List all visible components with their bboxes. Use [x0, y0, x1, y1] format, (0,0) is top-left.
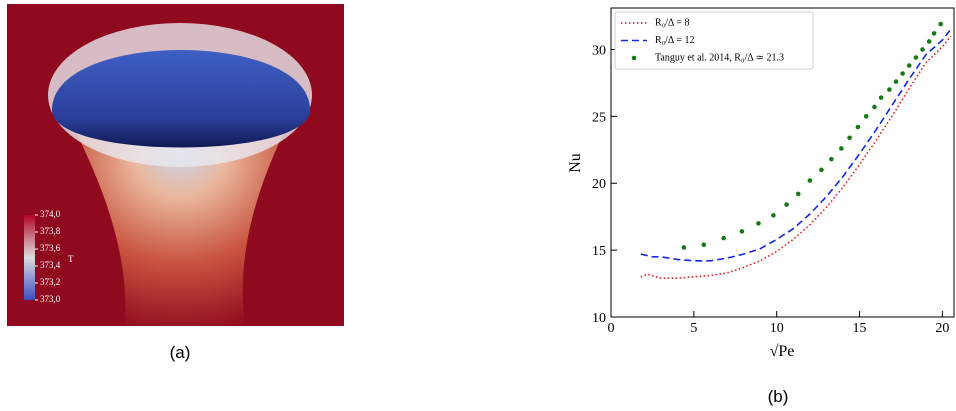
x-tick-label: 5	[690, 321, 697, 336]
data-point	[808, 178, 813, 183]
data-point	[914, 55, 919, 60]
colorbar	[24, 215, 35, 300]
data-point	[756, 221, 761, 226]
data-point	[864, 114, 869, 119]
y-tick-label: 30	[592, 43, 606, 58]
data-point	[701, 242, 706, 247]
colorbar-tick-label: 373,4	[40, 260, 61, 270]
colorbar-tick-label: 373,6	[40, 243, 61, 253]
data-point	[771, 213, 776, 218]
x-tick-label: 0	[608, 321, 615, 336]
data-point	[796, 192, 801, 197]
colorbar-label: T	[68, 254, 74, 264]
data-point	[920, 47, 925, 52]
data-point	[784, 202, 789, 207]
data-point	[932, 31, 937, 36]
data-point	[907, 63, 912, 68]
y-tick-label: 25	[592, 110, 606, 125]
legend-label: R₀/Δ = 12	[655, 35, 694, 46]
data-point	[847, 135, 852, 140]
data-point	[872, 105, 877, 110]
colorbar-tick-label: 374,0	[40, 209, 61, 219]
data-point	[900, 71, 905, 76]
x-tick-label: 15	[853, 321, 867, 336]
colorbar-tick-label: 373,8	[40, 226, 61, 236]
page: { "panel_a": { "caption": "(a)", "colorb…	[0, 0, 956, 411]
data-point	[927, 39, 932, 44]
data-point	[938, 22, 943, 27]
colorbar-tick-label: 373,2	[40, 277, 60, 287]
data-point	[682, 245, 687, 250]
x-axis-label: √Pe	[770, 343, 795, 360]
data-point	[740, 229, 745, 234]
data-point	[819, 168, 824, 173]
y-tick-label: 15	[592, 244, 606, 259]
legend-marker	[632, 56, 637, 61]
y-tick-label: 20	[592, 177, 606, 192]
data-point	[856, 125, 861, 130]
y-axis-label: Nu	[567, 153, 584, 173]
x-tick-label: 10	[770, 321, 784, 336]
y-tick-label: 10	[592, 311, 606, 326]
figure: T (a) (b) √Pe Nu 374,0 373,8 373,6 373,4 373…	[0, 0, 956, 411]
caption: (a)	[170, 343, 191, 362]
data-point	[721, 236, 726, 241]
data-point	[829, 157, 834, 162]
x-tick-label: 20	[935, 321, 949, 336]
colorbar-tick-label: 373,0	[40, 294, 61, 304]
caption: (b)	[768, 387, 789, 406]
data-point	[879, 95, 884, 100]
legend-label: Tanguy et al. 2014, R₀/Δ ≃ 21.3	[655, 52, 784, 63]
legend-label: R₀/Δ = 8	[655, 17, 689, 28]
data-point	[839, 146, 844, 151]
data-point	[887, 87, 892, 92]
data-point	[894, 79, 899, 84]
